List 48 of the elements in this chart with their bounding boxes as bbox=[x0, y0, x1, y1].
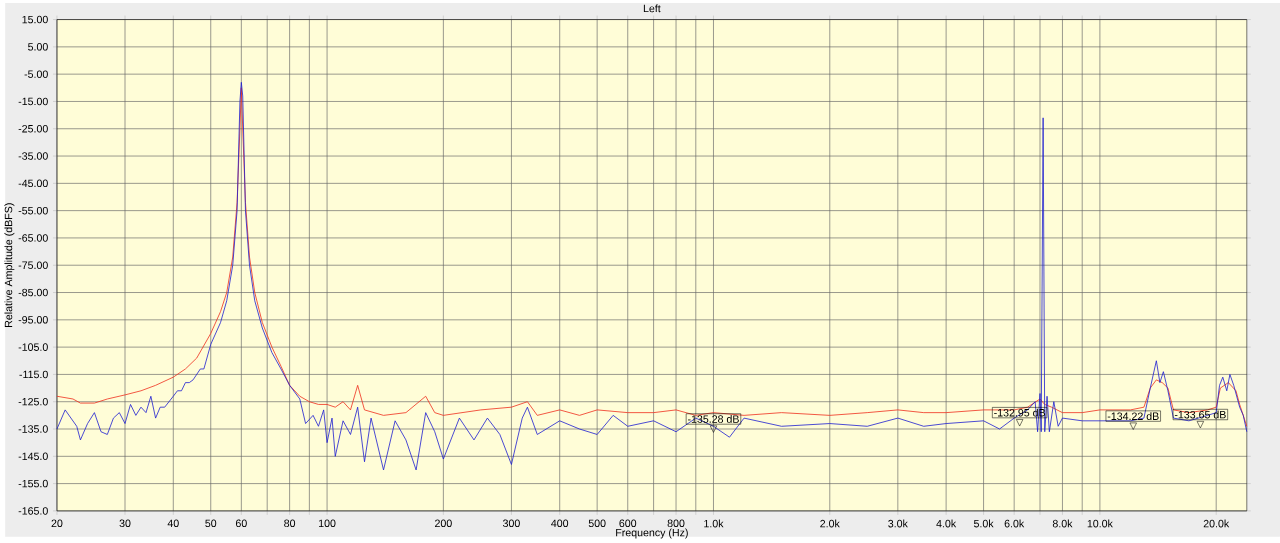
x-tick-label: 300 bbox=[502, 519, 520, 528]
x-tick-label: 3.0k bbox=[888, 519, 908, 528]
y-tick-label: -75.00 bbox=[18, 261, 48, 270]
annotation: -132.95 dB bbox=[994, 408, 1046, 417]
y-tick-label: -25.00 bbox=[18, 125, 48, 133]
y-tick-label: -105.0 bbox=[18, 343, 48, 351]
x-tick-label: 2.0k bbox=[820, 519, 840, 528]
x-tick-label: 40 bbox=[167, 519, 179, 528]
x-tick-label: 1.0k bbox=[704, 519, 724, 528]
x-tick-label: 600 bbox=[619, 519, 637, 528]
y-tick-label: -45.00 bbox=[18, 179, 48, 188]
annotation: -134.22 dB bbox=[1107, 412, 1159, 421]
annotation: -135.28 dB bbox=[687, 415, 739, 423]
x-tick-label: 500 bbox=[588, 519, 606, 528]
y-tick-label: -65.00 bbox=[18, 234, 48, 242]
y-tick-label: -155.0 bbox=[18, 479, 48, 488]
y-tick-label: -165.0 bbox=[18, 507, 48, 515]
y-tick-label: -85.00 bbox=[18, 288, 48, 297]
y-tick-label: -15.00 bbox=[18, 97, 48, 106]
x-tick-label: 50 bbox=[205, 519, 217, 528]
x-tick-label: 6.0k bbox=[1004, 519, 1025, 528]
x-tick-label: 30 bbox=[119, 519, 131, 528]
annotation: -133.65 dB bbox=[1174, 410, 1226, 419]
y-tick-label: 15.00 bbox=[22, 15, 48, 24]
y-tick-label: -135.0 bbox=[18, 425, 48, 433]
x-tick-label: 20.0k bbox=[1203, 519, 1230, 528]
y-tick-label: -35.00 bbox=[18, 152, 48, 160]
x-tick-label: 800 bbox=[667, 519, 685, 528]
x-tick-label: 200 bbox=[435, 519, 452, 528]
y-tick-label: -115.0 bbox=[19, 370, 48, 379]
x-tick-label: 400 bbox=[551, 519, 569, 528]
y-tick-label: -95.00 bbox=[18, 316, 48, 324]
x-tick-label: 4.0k bbox=[936, 519, 957, 528]
y-tick-label: 5.00 bbox=[28, 43, 48, 51]
y-tick-label: -5.00 bbox=[24, 70, 48, 78]
y-axis-title: Relative Amplitude (dBFS) bbox=[4, 203, 15, 328]
x-tick-label: 8.0k bbox=[1052, 519, 1073, 528]
x-tick-label: 100 bbox=[319, 519, 336, 528]
y-tick-label: -125.0 bbox=[18, 398, 48, 406]
x-axis-title: Frequency (Hz) bbox=[616, 528, 688, 539]
x-tick-label: 80 bbox=[284, 519, 296, 528]
chart-title: Left bbox=[643, 4, 661, 13]
y-tick-label: -145.0 bbox=[18, 452, 48, 461]
x-tick-label: 10.0k bbox=[1087, 519, 1113, 528]
x-tick-label: 60 bbox=[235, 519, 247, 528]
y-tick-label: -55.00 bbox=[18, 206, 48, 215]
x-tick-label: 20 bbox=[51, 519, 63, 528]
x-tick-label: 5.0k bbox=[973, 519, 994, 528]
